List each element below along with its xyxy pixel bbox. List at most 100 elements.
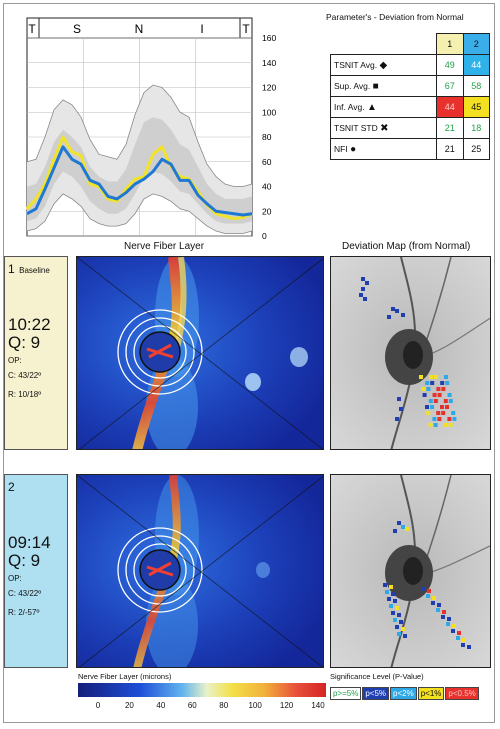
deviation-pixel	[387, 315, 391, 319]
series-point	[80, 163, 82, 165]
tsnit-header-label: I	[200, 22, 203, 36]
deviation-pixel	[399, 407, 403, 411]
series-point	[116, 198, 118, 200]
deviation-pixel	[441, 387, 446, 391]
sig-legend: p>=5% p<5% p<2% p<1% p<0.5%	[330, 683, 480, 701]
deviation-pixel	[421, 387, 426, 391]
series-point	[143, 178, 145, 180]
deviation-pixel	[395, 606, 399, 610]
deviation-pixel	[447, 617, 451, 621]
params-row-label: NFI	[334, 143, 348, 154]
nfl-tick-label: 120	[279, 701, 294, 710]
deviation-pixel	[401, 525, 405, 529]
series-point	[53, 158, 55, 160]
y-tick-label: 160	[262, 33, 276, 43]
deviation-pixel	[448, 399, 453, 403]
deviation-pixel	[365, 281, 369, 285]
exam-number: 1	[8, 262, 15, 276]
deviation-pixel	[359, 293, 363, 297]
series-point	[53, 167, 55, 169]
exam2-info-panel: 2 09:14 Q: 9 OP: C: 43/22º R: 2/-57º	[4, 474, 68, 668]
series-point	[215, 210, 217, 212]
deviation-pixel	[432, 596, 436, 600]
params-table: 1 2 TSNIT Avg. ◆ 49 44 Sup. Avg. ■ 67 58…	[330, 33, 490, 160]
series-point	[71, 151, 73, 153]
y-tick-label: 80	[262, 132, 272, 142]
tsnit-header-label: T	[28, 22, 36, 36]
deviation-pixel	[452, 624, 456, 628]
params-row: NFI ● 21 25	[330, 138, 490, 160]
deviation-pixel	[363, 297, 367, 301]
deviation-pixel	[401, 313, 405, 317]
deviation-pixel	[428, 399, 433, 403]
deviation-pixel	[436, 387, 441, 391]
exam-r: R: 10/18º	[8, 390, 42, 399]
params-value: 21	[436, 138, 464, 160]
y-tick-label: 60	[262, 157, 272, 167]
exam-quality: Q: 9	[8, 333, 41, 352]
deviation-pixel	[440, 381, 445, 385]
series-point	[62, 136, 64, 138]
sig-legend-item: p<1%	[417, 687, 445, 700]
deviation-pixel	[385, 590, 389, 594]
deviation-pixel	[425, 405, 429, 409]
series-point	[116, 200, 118, 202]
sig-legend-item: p>=5%	[330, 687, 362, 700]
deviation-pixel	[395, 309, 399, 313]
deviation-pixel	[456, 636, 460, 640]
series-point	[224, 211, 226, 214]
params-row: TSNIT Avg. ◆ 49 44	[330, 54, 490, 76]
exam-quality: Q: 9	[8, 551, 41, 570]
series-point	[134, 178, 136, 180]
params-row: Inf. Avg. ▲ 44 45	[330, 96, 490, 118]
deviation-pixel	[397, 521, 401, 525]
params-value: 44	[462, 54, 490, 76]
series-point	[215, 213, 217, 215]
deviation-pixel	[393, 529, 397, 533]
exam-time: 10:22	[8, 315, 51, 334]
exam-c: C: 43/22º	[8, 371, 42, 380]
params-row: TSNIT STD ✖ 21 18	[330, 117, 490, 139]
series-point	[125, 188, 127, 190]
y-tick-label: 100	[262, 107, 276, 117]
deviation-pixel	[437, 417, 442, 421]
deviation-pixel	[430, 381, 435, 385]
deviation-pixel	[461, 643, 465, 647]
sig-legend-item: p<2%	[390, 687, 417, 700]
exam1-deviation-map	[330, 256, 491, 450]
deviation-pixel	[433, 423, 438, 427]
series-point	[170, 163, 172, 165]
square-icon: ■	[372, 80, 379, 92]
tsnit-header-label: T	[242, 22, 250, 36]
nfl-image	[77, 475, 323, 667]
params-title: Parameter's - Deviation from Normal	[326, 12, 464, 22]
deviation-image	[331, 257, 490, 449]
deviation-pixel	[426, 594, 430, 598]
deviation-pixel	[426, 411, 431, 415]
report-frame	[3, 3, 495, 723]
deviation-pixel	[437, 393, 442, 397]
deviation-pixel	[428, 423, 433, 427]
params-row-label: TSNIT STD	[334, 122, 378, 133]
exam-op: OP:	[8, 356, 22, 365]
nfl-legend-ticks: 0 20 40 60 80 100 120 140	[78, 701, 326, 713]
series-point	[161, 158, 163, 160]
series-point	[152, 171, 154, 173]
params-row: Sup. Avg. ■ 67 58	[330, 75, 490, 97]
deviation-pixel	[432, 393, 437, 397]
deviation-pixel	[395, 625, 399, 629]
deviation-pixel	[434, 375, 438, 379]
nfl-tick-label: 40	[156, 701, 166, 710]
series-point	[44, 183, 46, 185]
deviation-pixel	[387, 597, 391, 601]
nfl-tick-label: 80	[219, 701, 229, 710]
sig-legend-item: p<0.5%	[445, 687, 479, 700]
series-point	[242, 216, 244, 219]
deviation-pixel	[443, 399, 448, 403]
series-point	[80, 154, 82, 157]
deviation-pixel	[462, 638, 466, 642]
sig-legend-item: p<5%	[362, 687, 390, 700]
deviation-pixel	[419, 375, 423, 379]
exam-number: 2	[8, 480, 15, 494]
series-point	[233, 213, 235, 215]
